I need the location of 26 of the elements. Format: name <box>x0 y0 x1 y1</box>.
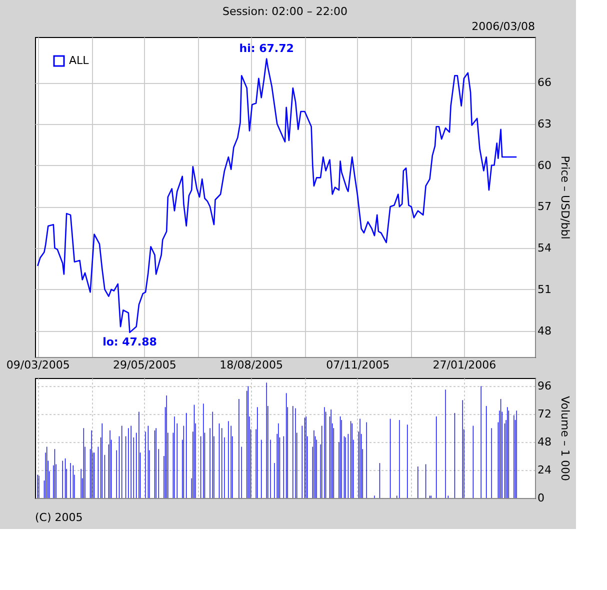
x-tick-label: 07/11/2005 <box>326 358 390 372</box>
x-tick-label: 09/03/2005 <box>6 358 70 372</box>
y-tick-label: 96 <box>538 380 552 393</box>
y-tick-label: 72 <box>538 408 552 421</box>
legend-label: ALL <box>69 54 90 67</box>
y-tick-label: 48 <box>538 324 552 338</box>
y-tick-label: 48 <box>538 436 552 449</box>
y-tick-label: 63 <box>538 117 552 130</box>
y-tick-label: 60 <box>538 158 552 172</box>
y-axis-title: Volume – 1 000 <box>558 396 572 481</box>
text: 2006/03/08 <box>472 20 535 33</box>
x-tick-label: 18/08/2005 <box>220 358 283 372</box>
y-tick-label: 66 <box>538 76 552 90</box>
annotation: hi: 67.72 <box>239 42 294 55</box>
x-tick-label: 29/05/2005 <box>113 358 176 372</box>
y-tick-label: 0 <box>538 492 544 504</box>
annotation: lo: 47.88 <box>102 335 157 348</box>
y-axis-title: Price – USD/bbl <box>558 156 572 240</box>
y-tick-label: 57 <box>538 200 552 214</box>
y-tick-label: 51 <box>538 282 552 296</box>
line-series <box>36 58 518 334</box>
x-tick-label: 27/01/2006 <box>432 358 496 372</box>
chart-title: Session: 02:00 – 22:00 <box>222 5 348 18</box>
y-tick-label: 54 <box>538 242 552 255</box>
y-tick-label: 24 <box>538 464 552 477</box>
text: (C) 2005 <box>35 511 83 524</box>
